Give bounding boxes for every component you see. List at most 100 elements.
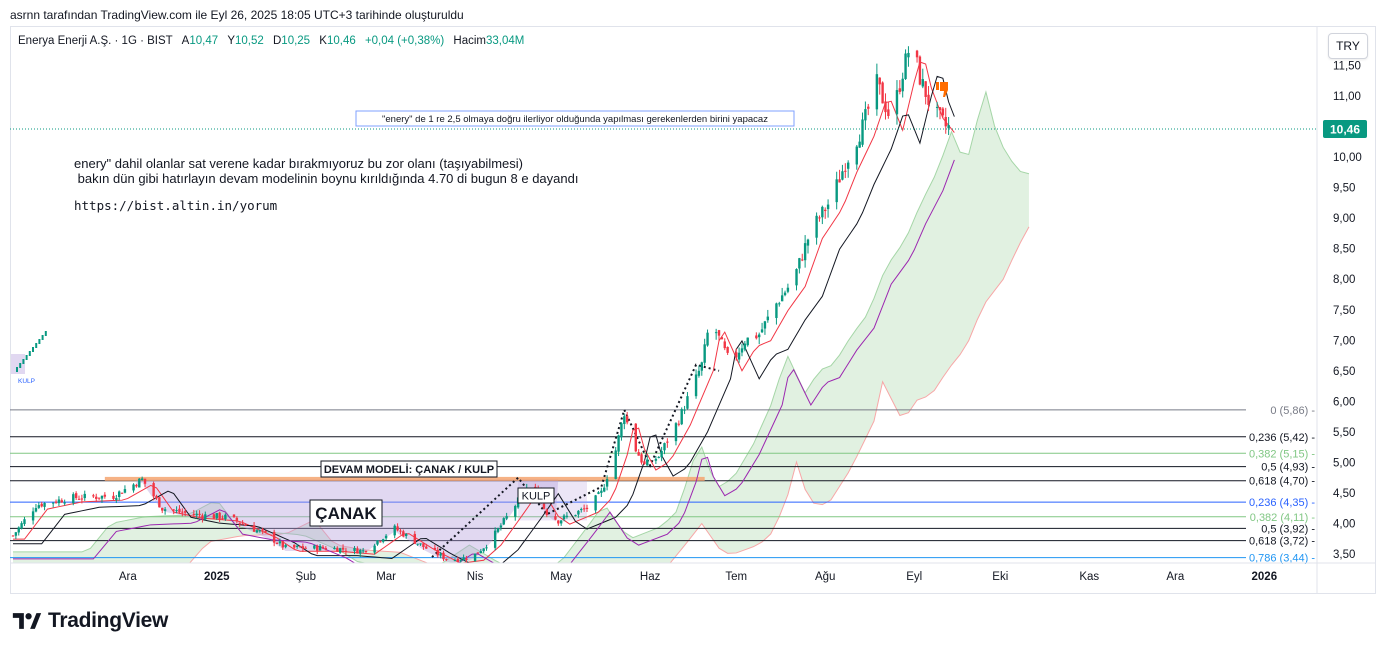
candle-body [717,330,721,336]
callout-text: "enery" de 1 re 2,5 olmaya doğru ilerliy… [382,114,768,125]
brand[interactable]: TradingView [12,609,168,633]
candle-body [224,514,227,520]
cup-label[interactable]: ÇANAK [309,499,383,527]
candle-body [212,514,216,519]
candle-body [944,116,947,127]
callout-label[interactable]: "enery" de 1 re 2,5 olmaya doğru ilerliy… [355,110,795,127]
cup-label-text: ÇANAK [315,504,377,523]
y-tick-label: 7,50 [1333,305,1355,317]
candle-body [17,527,20,533]
close-label: K [319,35,327,47]
candle-body [485,547,488,549]
candle-body [341,547,345,550]
candle-body [439,553,442,556]
handle-label[interactable]: KULP [517,487,555,504]
currency-button[interactable]: TRY [1328,33,1368,59]
candle-body [780,295,784,302]
candle-body [557,520,560,524]
candle-body [625,416,629,423]
candle-body [826,204,830,210]
candle-body [356,548,359,554]
candle-body [80,498,84,500]
candle-body [192,513,196,515]
candle-body [195,513,198,516]
continuation-pattern-label[interactable]: DEVAM MODELİ: ÇANAK / KULP [320,460,498,478]
candle-body [221,517,224,519]
candle-body [935,106,939,108]
candle-body [726,347,729,353]
candle-body [766,316,770,321]
candle-body [462,557,465,561]
candle-body [597,492,600,494]
candle-body [163,509,167,511]
candle-body [666,441,669,443]
candle-body [574,514,577,516]
candle-body [875,74,879,110]
candle-body [755,335,758,339]
candle-body [364,550,368,552]
chart-caption: asrnn tarafından TradingView.com ile Eyl… [10,8,464,22]
candle-body [433,547,437,550]
candle-body [425,546,428,549]
candle-body [904,53,907,79]
candle-body [324,548,328,550]
candle-body [459,560,462,562]
candle-body [918,56,922,85]
mini-candle [41,335,44,340]
tradingview-logo-icon [12,613,42,629]
candle-body [674,423,678,442]
candle-body [646,459,649,466]
candle-body [818,217,821,219]
x-tick-label: Şub [296,571,316,583]
candle-body [623,416,626,425]
x-tick-label: Nis [467,571,484,583]
fib-level-label: 0,618 (4,70) - [1249,476,1315,488]
low-label: D [272,35,282,47]
candle-body [416,543,419,545]
candle-body [284,544,287,548]
x-tick-label: Eki [992,571,1008,583]
candle-body [402,531,405,537]
candle-body [643,461,646,465]
candle-body [835,179,838,203]
ma-fast-line [13,61,955,563]
candle-body [281,541,284,548]
candle-body [867,106,870,109]
last-price-badge[interactable]: 10,46 [1323,120,1367,139]
candle-body [898,88,902,92]
candle-body [241,523,244,525]
candle-body [456,558,460,562]
candle-body [120,492,124,494]
candle-body [244,524,247,526]
resistance-band [104,476,705,481]
mini-candle [38,339,41,344]
candle-body [138,478,141,488]
fib-level-label: 0,382 (5,15) - [1249,448,1315,460]
candle-body [376,540,379,545]
fib-level-label: 0,618 (3,72) - [1249,536,1315,548]
candle-body [706,332,709,346]
candle-body [683,409,686,411]
candle-body [140,478,144,481]
candle-body [238,522,241,524]
candle-body [445,558,448,560]
symbol-title[interactable]: Enerya Enerji A.Ş. · 1G · BIST [18,35,173,47]
candle-body [600,490,603,493]
mini-candle [28,351,31,356]
thumbs-down-icon[interactable] [936,82,948,97]
high-label: Y [227,35,235,47]
candle-body [565,515,569,517]
candle-body [846,162,850,169]
candle-body [100,495,104,499]
candle-body [11,535,15,537]
candle-body [577,510,580,515]
candle-body [585,507,589,509]
ma-mid-line [13,75,955,563]
candle-body [338,548,342,553]
candle-body [927,94,930,105]
note-link[interactable]: https://bist.altin.in/yorum [74,198,278,213]
candle-body [720,337,724,340]
cup-label-box [309,499,383,527]
candle-body [161,507,164,511]
